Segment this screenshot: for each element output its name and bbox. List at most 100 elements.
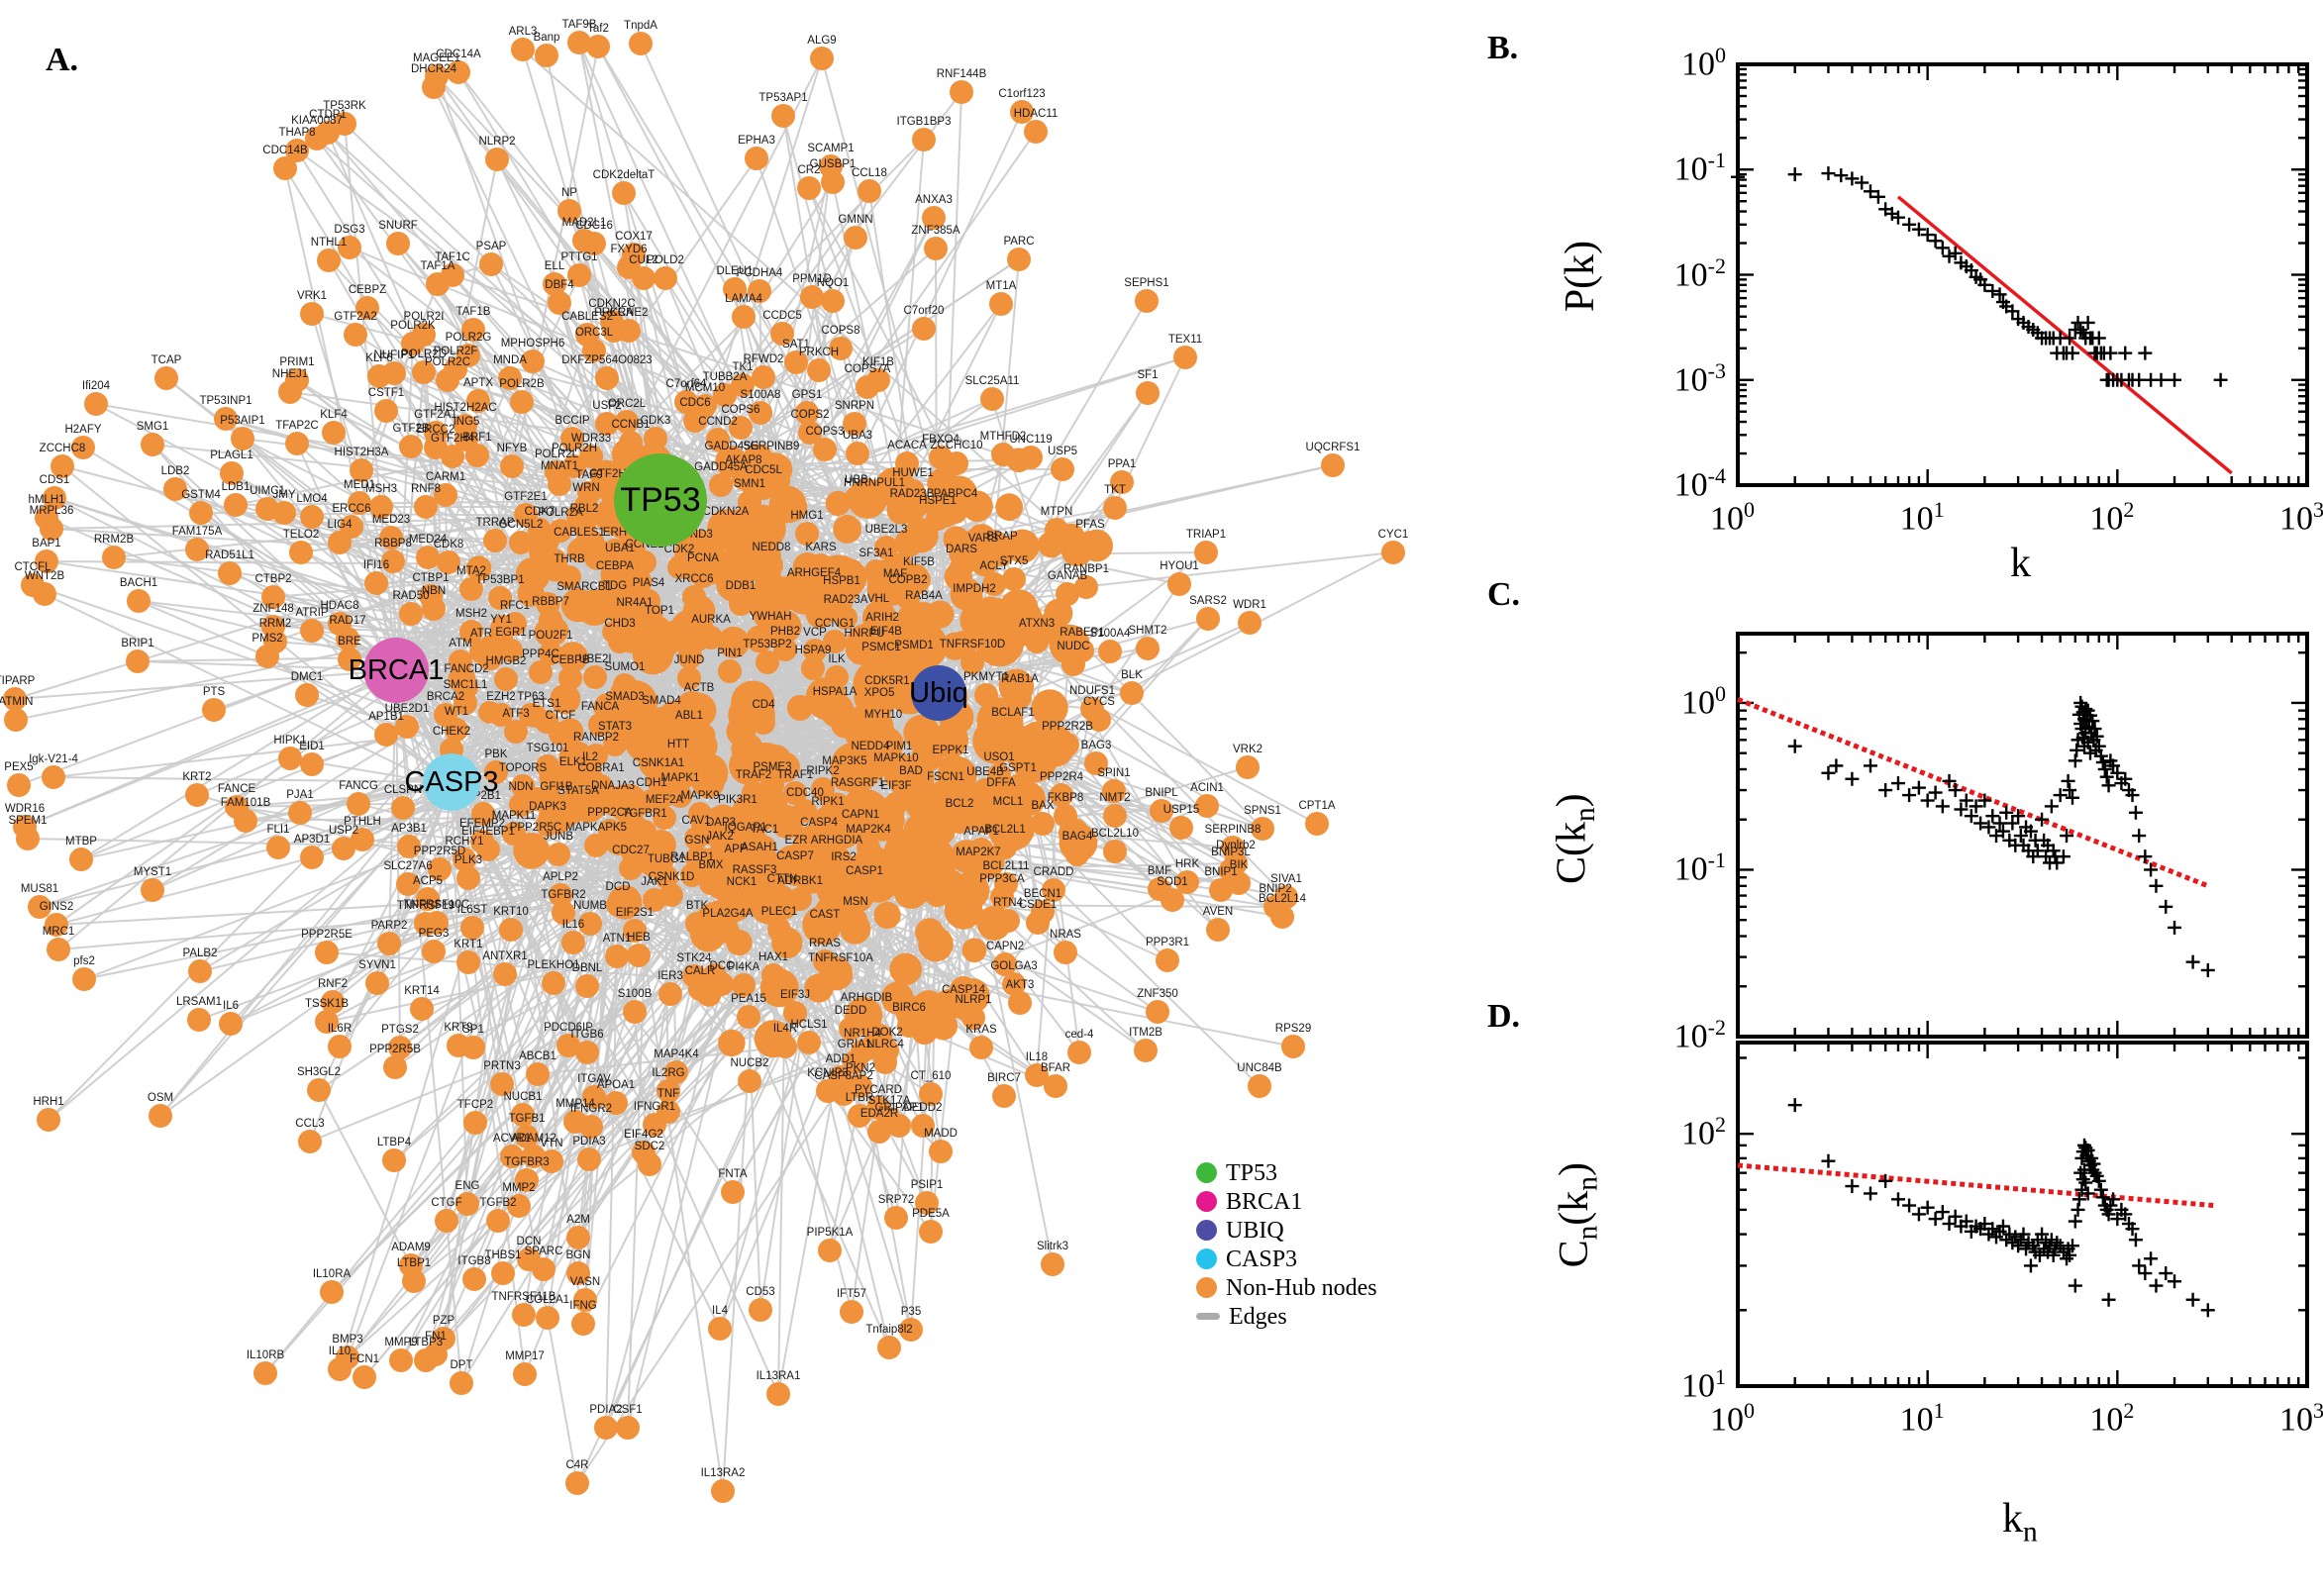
network-node (980, 387, 1004, 411)
network-node-label: SF1 (1137, 369, 1158, 381)
network-node (813, 921, 837, 945)
network-node (365, 971, 389, 995)
network-node (996, 909, 1020, 933)
network-node-label: KLF6 (365, 352, 393, 364)
network-node (498, 366, 522, 390)
network-node (126, 649, 150, 673)
network-node-label: STAT5A (557, 785, 599, 797)
network-node-label: FNTA (718, 1168, 748, 1180)
network-node-label: SMAD4 (642, 695, 681, 707)
legend-item-brca1: BRCA1 (1196, 1187, 1377, 1216)
network-node-label: HIST2H2AC (434, 402, 496, 414)
network-node-label: SNRPN (835, 400, 874, 412)
network-node (471, 802, 495, 826)
network-node-label: MTHFD2 (980, 431, 1027, 443)
network-node-label: APLP2 (543, 871, 578, 883)
network-node (141, 878, 164, 902)
network-node-label: CDK2deltaT (593, 169, 656, 181)
network-node (47, 938, 70, 961)
network-node-label: BIRC6 (892, 1002, 926, 1014)
network-node (1173, 346, 1197, 369)
network-node-label: PIAS4 (633, 577, 665, 589)
network-node-label: TNFRSF19 (397, 900, 454, 912)
network-node-label: VTN (541, 1138, 563, 1149)
network-node-label: ARL3 (509, 26, 538, 38)
network-node-label: APTX (463, 377, 493, 389)
network-node-label: AP3B1 (391, 823, 427, 835)
network-node-label: SNURF (378, 220, 418, 232)
network-node (328, 612, 352, 636)
network-node-unlabeled (995, 493, 1024, 521)
network-node-label: PLEC1 (761, 906, 797, 918)
network-node-label: LDB2 (161, 465, 190, 477)
network-node (813, 949, 837, 973)
network-node (788, 887, 812, 911)
network-node-label: SPIN1 (1097, 767, 1130, 779)
network-node (45, 913, 68, 937)
network-node (437, 550, 460, 574)
network-node-label: KLF4 (320, 409, 348, 421)
network-node (950, 80, 973, 104)
data-points (1731, 166, 2228, 387)
network-node-label: PRIM1 (279, 356, 314, 368)
network-node (845, 486, 868, 510)
network-node-label: SAT1 (782, 339, 810, 350)
network-node-label: BCL2L14 (1259, 893, 1307, 905)
network-node (499, 639, 523, 662)
network-node (504, 720, 528, 744)
network-node-label: CYCS (1083, 696, 1115, 708)
network-node (773, 1035, 797, 1058)
network-node (1002, 972, 1026, 996)
network-node (752, 711, 775, 735)
network-node (773, 638, 797, 661)
network-node-label: SARS2 (1189, 595, 1227, 607)
network-node (1209, 878, 1233, 902)
network-node (545, 460, 568, 484)
network-node (402, 1269, 426, 1293)
network-node-label: FANCE (218, 783, 256, 795)
network-node-label: BTK (686, 900, 709, 912)
network-node (399, 435, 423, 458)
network-node (629, 32, 653, 55)
network-node-label: PPP4C (522, 648, 559, 660)
network-node (846, 442, 869, 465)
network-node-label: PDE5A (912, 1208, 950, 1220)
network-node (1008, 685, 1032, 709)
network-node-label: PCDHA4 (737, 267, 783, 279)
network-node-label: VASN (570, 1276, 600, 1288)
network-node-label: BCL2 (946, 798, 974, 810)
network-node-label: TFCP2 (457, 1099, 493, 1111)
network-node-label: MAP4K4 (654, 1048, 699, 1060)
network-node-label: HRK (1175, 858, 1200, 870)
network-node (605, 945, 629, 968)
network-node (974, 683, 998, 707)
network-node-label: IL16 (562, 919, 584, 931)
network-node (606, 893, 630, 917)
network-node-label: MED1 (344, 479, 375, 491)
network-node-label: UBA1 (605, 543, 635, 554)
network-node (514, 503, 538, 527)
network-node-label: STAT3 (598, 721, 632, 733)
network-node-label: STK24 (676, 952, 712, 964)
network-node-label: CTCFL (14, 561, 51, 573)
network-node-label: STK17A (868, 1095, 911, 1107)
network-node (300, 505, 324, 529)
network-node-label: SDC2 (635, 1141, 665, 1152)
network-node-label: PPP2R4 (1040, 771, 1084, 783)
network-node (536, 813, 559, 837)
network-node (422, 597, 446, 621)
network-node (1061, 652, 1085, 676)
node-swatch-icon (1196, 1220, 1217, 1241)
network-node-label: NDUFS1 (1069, 685, 1115, 697)
network-node-label: TNF (657, 1088, 679, 1100)
network-node (867, 699, 891, 723)
network-node-label: TKT (1104, 484, 1126, 496)
network-node (681, 541, 705, 564)
network-node (961, 1006, 985, 1030)
network-node (810, 47, 834, 70)
network-node (896, 586, 920, 610)
network-node (1194, 541, 1218, 564)
network-node (396, 872, 420, 896)
network-node-unlabeled (804, 973, 834, 1003)
network-node-label: THAP8 (278, 127, 315, 139)
